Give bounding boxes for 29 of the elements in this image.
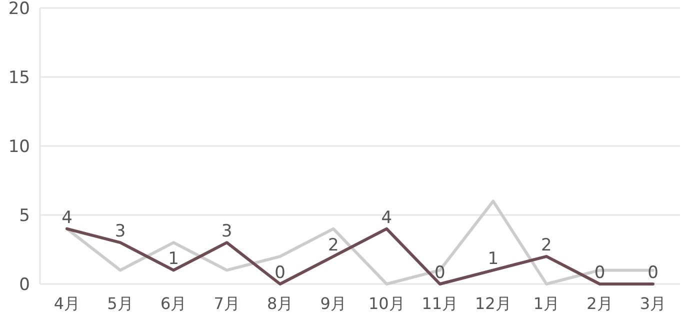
- data-label: 1: [488, 249, 499, 270]
- x-tick-label: 12月: [475, 294, 512, 313]
- data-label: 3: [114, 222, 126, 242]
- data-label: 2: [328, 235, 339, 256]
- data-label: 0: [648, 263, 658, 283]
- x-tick-label: 7月: [214, 294, 240, 313]
- data-label: 0: [434, 263, 446, 283]
- y-tick-label: 15: [8, 68, 30, 88]
- x-tick-label: 9月: [320, 294, 346, 313]
- y-tick-label: 5: [19, 206, 30, 226]
- x-tick-label: 11月: [422, 294, 458, 313]
- data-label: 4: [62, 208, 72, 228]
- data-label: 2: [541, 235, 552, 256]
- x-tick-label: 10月: [368, 294, 405, 313]
- data-label: 1: [168, 249, 179, 270]
- x-tick-label: 4月: [54, 294, 80, 313]
- data-label: 4: [381, 208, 392, 228]
- x-tick-label: 8月: [266, 294, 294, 313]
- y-tick-label: 0: [19, 274, 30, 295]
- data-label: 0: [274, 263, 286, 283]
- y-tick-label: 20: [8, 0, 30, 19]
- data-label: 0: [594, 263, 606, 283]
- x-tick-label: 5月: [107, 294, 134, 313]
- x-tick-label: 6月: [160, 294, 187, 313]
- x-tick-label: 2月: [586, 294, 613, 313]
- y-tick-label: 10: [8, 136, 30, 157]
- x-tick-label: 1月: [533, 294, 560, 313]
- x-tick-label: 3月: [640, 294, 666, 313]
- data-label: 3: [221, 222, 232, 242]
